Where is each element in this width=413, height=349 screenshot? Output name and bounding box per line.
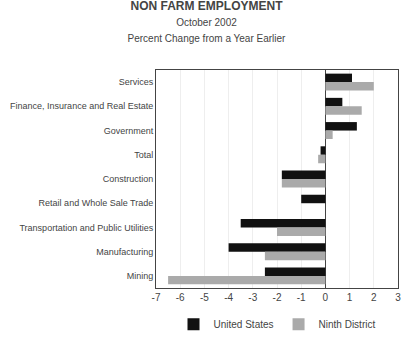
svg-text:Construction: Construction <box>103 174 154 184</box>
svg-text:Transportation and Public Util: Transportation and Public Utilities <box>19 223 153 233</box>
svg-text:-7: -7 <box>152 292 161 303</box>
svg-text:-3: -3 <box>248 292 257 303</box>
svg-text:-5: -5 <box>200 292 209 303</box>
svg-text:Services: Services <box>119 77 154 87</box>
svg-text:Finance, Insurance and Real Es: Finance, Insurance and Real Estate <box>10 101 153 111</box>
svg-text:3: 3 <box>395 292 401 303</box>
svg-text:Government: Government <box>104 126 154 136</box>
svg-text:United States: United States <box>214 319 274 330</box>
svg-text:Ninth District: Ninth District <box>319 319 376 330</box>
svg-text:Total: Total <box>134 150 153 160</box>
svg-text:Mining: Mining <box>127 271 154 281</box>
svg-text:0: 0 <box>323 292 329 303</box>
svg-text:1: 1 <box>347 292 353 303</box>
svg-text:-6: -6 <box>176 292 185 303</box>
svg-text:-4: -4 <box>224 292 233 303</box>
svg-text:2: 2 <box>371 292 377 303</box>
svg-text:-1: -1 <box>297 292 306 303</box>
svg-text:Retail and Whole Sale Trade: Retail and Whole Sale Trade <box>39 198 154 208</box>
svg-text:Manufacturing: Manufacturing <box>96 247 153 257</box>
svg-text:NON FARM EMPLOYMENTOctober 200: NON FARM EMPLOYMENTOctober 2002Percent C… <box>128 0 287 44</box>
svg-text:-2: -2 <box>273 292 282 303</box>
